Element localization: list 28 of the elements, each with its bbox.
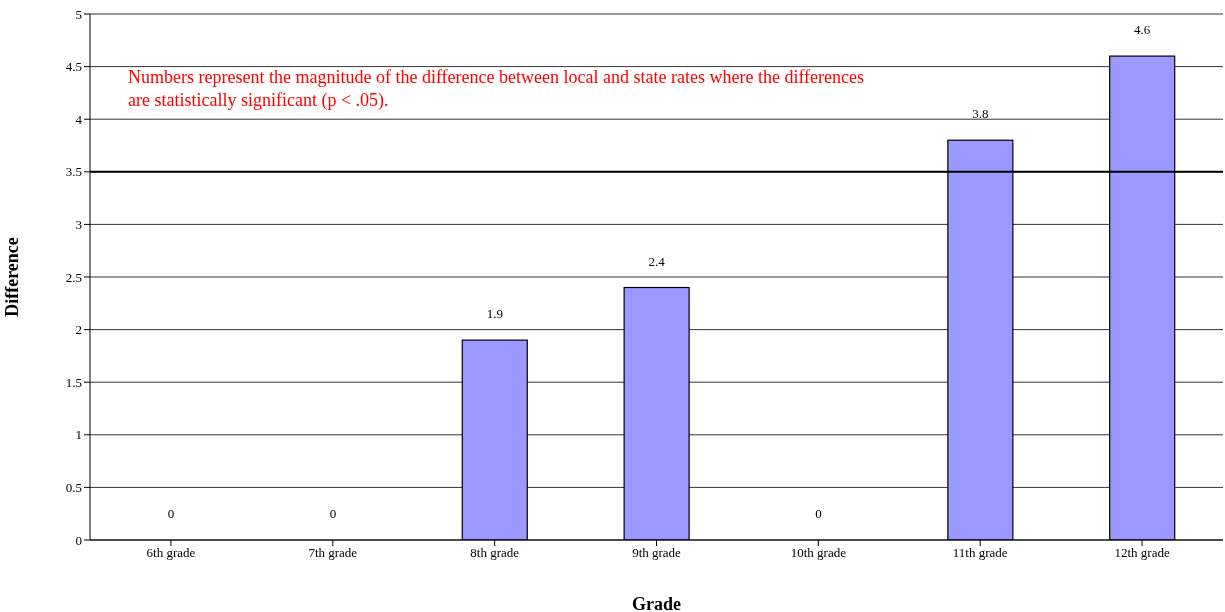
data-label: 1.9 [486,306,503,322]
x-tick-label: 10th grade [790,545,847,561]
x-tick-label: 11th grade [952,545,1008,561]
x-tick-label: 6th grade [146,545,196,561]
annotation: Numbers represent the magnitude of the difference between local and state rates where the differences are statistically significant (p < .05). [128,66,865,112]
y-tick-label: 1 [75,427,82,443]
y-tick-label: 0 [75,532,82,548]
x-tick-label: 9th grade [632,545,682,561]
data-label: 0 [167,506,175,521]
data-label: 3.8 [972,106,989,122]
y-tick-label: 2 [75,322,82,338]
y-tick-label: 4 [75,111,83,127]
x-axis-title: Grade [632,594,681,612]
y-tick-label: 5 [75,6,82,22]
x-tick-label: 7th grade [308,545,358,561]
data-label: 2.4 [648,253,666,269]
y-axis-title: Difference [2,237,23,317]
y-tick-label: 1.5 [65,374,82,390]
data-label: 0 [329,506,337,521]
y-tick-label: 3.5 [65,164,82,180]
x-tick-label: 8th grade [470,545,520,561]
y-tick-label: 0.5 [65,480,82,496]
y-tick-label: 4.5 [65,59,82,75]
data-label: 0 [815,506,822,521]
y-tick-label: 3 [75,217,82,233]
y-tick-label: 2.5 [65,269,82,285]
x-tick-label: 12th grade [1114,545,1170,561]
data-label: 4.6 [1134,22,1151,38]
